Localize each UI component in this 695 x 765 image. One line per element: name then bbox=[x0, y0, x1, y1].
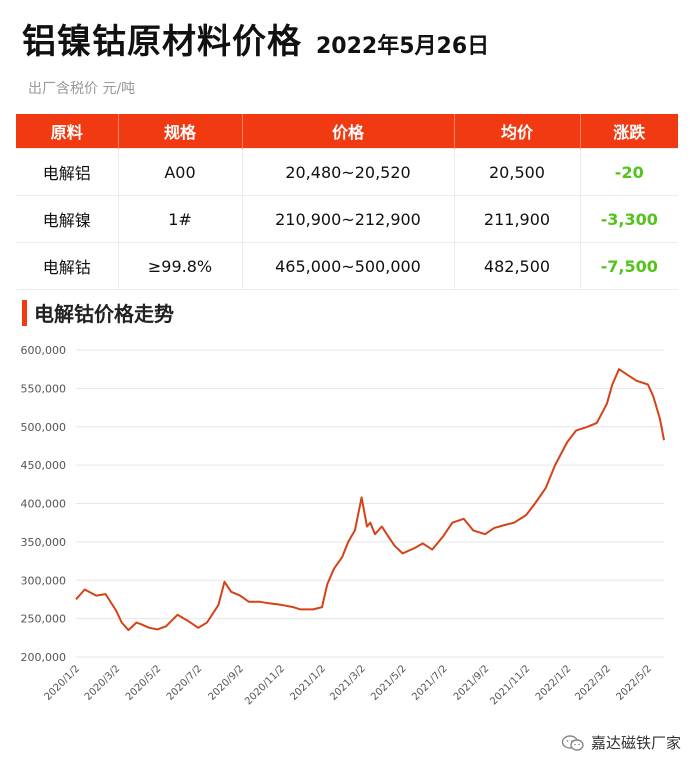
cell-spec: 1# bbox=[117, 195, 243, 243]
cell-spec: A00 bbox=[117, 148, 243, 196]
x-tick-label: 2020/5/2 bbox=[124, 663, 164, 703]
table-row: 电解钴 ≥99.8% 465,000~500,000 482,500 -7,50… bbox=[16, 242, 678, 290]
cell-price: 20,480~20,520 bbox=[241, 148, 455, 196]
cell-change: -3,300 bbox=[579, 195, 678, 243]
x-tick-label: 2020/9/2 bbox=[207, 663, 247, 703]
cell-material: 电解铝 bbox=[16, 148, 119, 196]
y-tick-label: 350,000 bbox=[21, 536, 67, 549]
x-tick-label: 2020/1/2 bbox=[43, 663, 83, 703]
table-row: 电解铝 A00 20,480~20,520 20,500 -20 bbox=[16, 148, 678, 196]
watermark: 嘉达磁铁厂家 bbox=[561, 732, 681, 753]
y-tick-label: 550,000 bbox=[21, 382, 67, 395]
x-tick-label: 2022/3/2 bbox=[573, 663, 613, 703]
x-tick-label: 2021/9/2 bbox=[452, 663, 492, 703]
x-tick-label: 2021/1/2 bbox=[289, 663, 329, 703]
cell-change: -20 bbox=[579, 148, 678, 196]
x-tick-label: 2022/5/2 bbox=[614, 663, 654, 703]
watermark-text: 嘉达磁铁厂家 bbox=[590, 734, 681, 752]
header: 铝镍钴原材料价格 2022年5月26日 bbox=[22, 14, 489, 63]
cobalt-price-chart: 200,000 250,000 300,000 350,000 400,000 450,0… bbox=[21, 344, 665, 707]
x-tick-label: 2020/7/2 bbox=[165, 663, 205, 703]
chart-heading: 电解钴价格走势 bbox=[22, 298, 174, 327]
report-date: 2022年5月26日 bbox=[316, 34, 490, 59]
cell-spec: ≥99.8% bbox=[117, 242, 243, 290]
x-tick-label: 2021/7/2 bbox=[410, 663, 450, 703]
cell-average: 211,900 bbox=[453, 195, 581, 243]
wechat-icon bbox=[561, 734, 584, 751]
y-tick-label: 500,000 bbox=[21, 421, 67, 434]
table-header-row: 原料 规格 价格 均价 涨跌 bbox=[16, 114, 678, 149]
column-header-price: 价格 bbox=[242, 114, 455, 149]
column-header-spec: 规格 bbox=[118, 114, 243, 149]
y-tick-label: 250,000 bbox=[21, 613, 67, 626]
y-tick-label: 200,000 bbox=[21, 651, 67, 664]
heading-accent-bar bbox=[22, 299, 27, 326]
y-tick-label: 400,000 bbox=[21, 498, 67, 511]
cell-price: 465,000~500,000 bbox=[241, 242, 455, 290]
column-header-material: 原料 bbox=[16, 114, 119, 149]
x-tick-label: 2021/5/2 bbox=[369, 663, 409, 703]
y-tick-label: 450,000 bbox=[21, 459, 67, 472]
chart-title: 电解钴价格走势 bbox=[34, 302, 174, 326]
x-tick-label: 2021/3/2 bbox=[328, 663, 368, 703]
price-unit-note: 出厂含税价 元/吨 bbox=[28, 81, 136, 97]
x-tick-label: 2021/11/2 bbox=[488, 663, 532, 707]
cell-average: 482,500 bbox=[453, 242, 581, 290]
cell-material: 电解镍 bbox=[16, 195, 119, 243]
x-tick-label: 2020/11/2 bbox=[243, 663, 287, 707]
column-header-change: 涨跌 bbox=[580, 114, 678, 149]
y-tick-label: 600,000 bbox=[21, 344, 67, 357]
cell-change: -7,500 bbox=[579, 242, 678, 290]
cell-price: 210,900~212,900 bbox=[241, 195, 455, 243]
price-table: 原料 规格 价格 均价 涨跌 电解铝 A00 20,480~20,520 20,… bbox=[16, 114, 678, 290]
x-tick-label: 2020/3/2 bbox=[83, 663, 123, 703]
cell-material: 电解钴 bbox=[16, 242, 119, 290]
x-tick-label: 2022/1/2 bbox=[534, 663, 574, 703]
series-line-cobalt bbox=[75, 368, 665, 632]
page-title: 铝镍钴原材料价格 bbox=[22, 22, 302, 62]
cell-average: 20,500 bbox=[453, 148, 581, 196]
y-tick-label: 300,000 bbox=[21, 574, 67, 587]
table-row: 电解镍 1# 210,900~212,900 211,900 -3,300 bbox=[16, 195, 678, 243]
column-header-average: 均价 bbox=[454, 114, 581, 149]
